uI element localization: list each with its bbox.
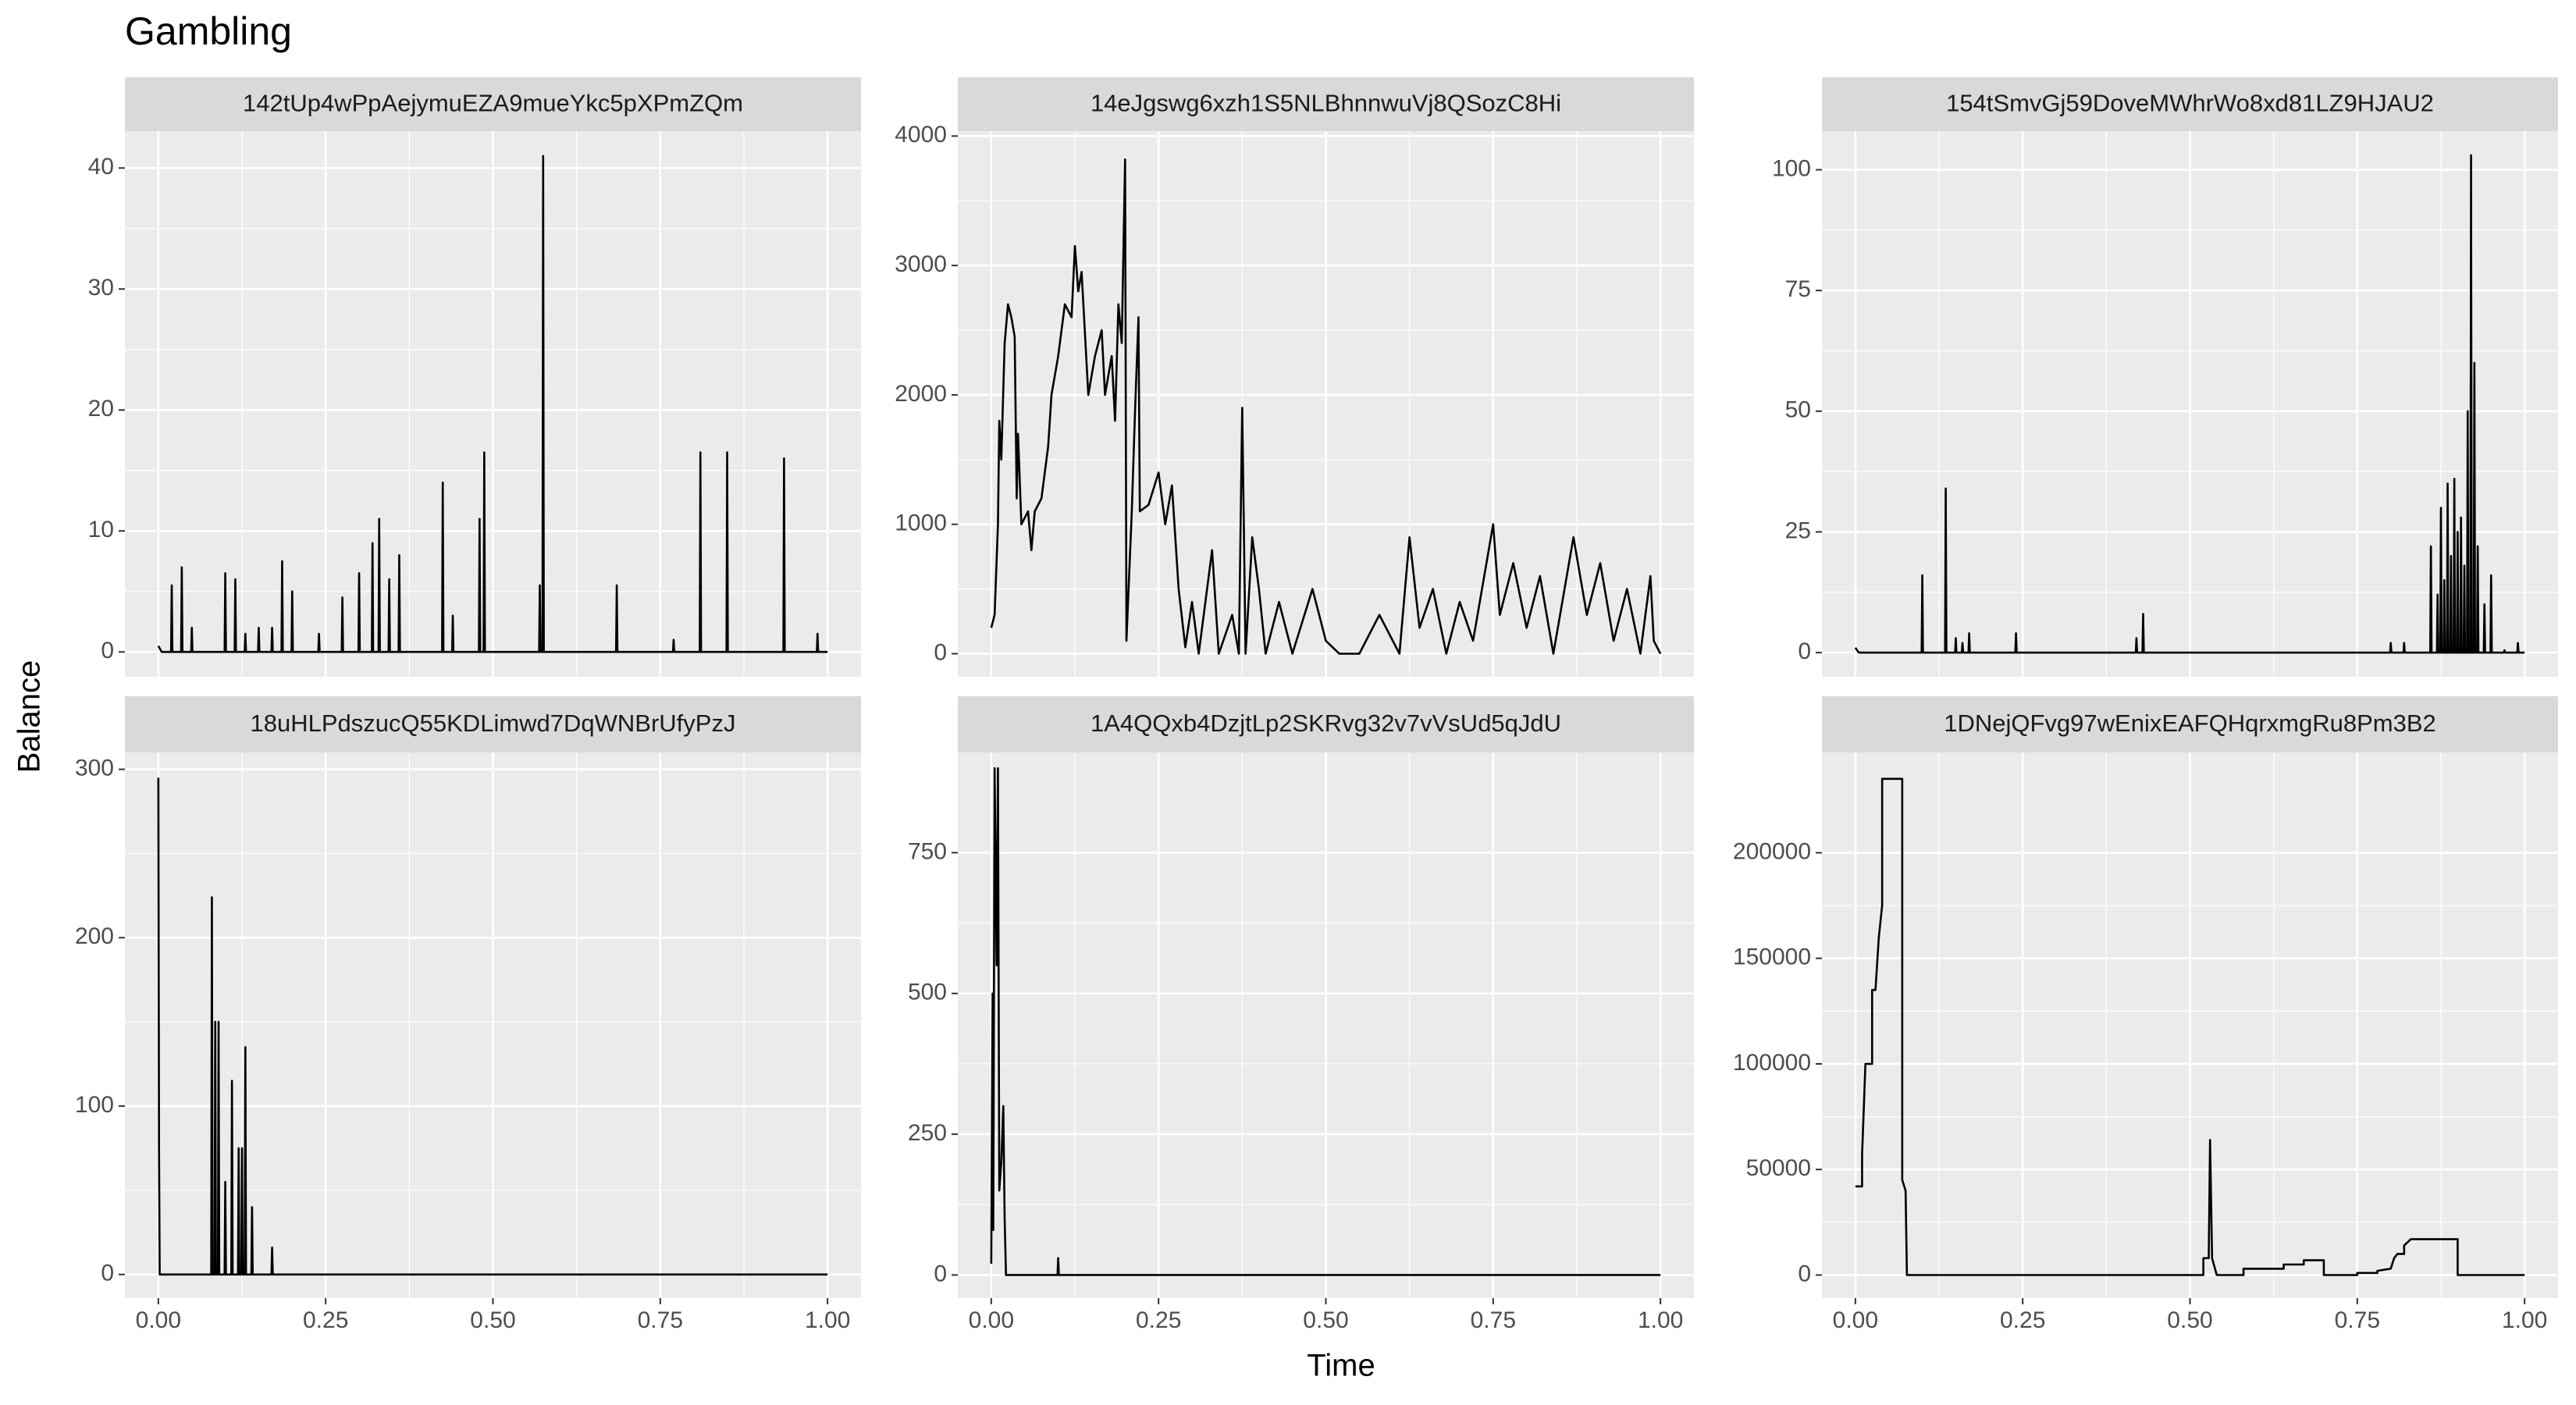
x-tick-label: 1.00: [1638, 1307, 1683, 1333]
y-tick-label: 0: [934, 639, 947, 665]
strip-background: [1822, 77, 2558, 131]
x-tick-label: 0.50: [2167, 1307, 2212, 1333]
y-tick-label: 25: [1785, 518, 1811, 543]
y-tick-label: 0: [101, 638, 114, 663]
x-tick-label: 0.75: [1471, 1307, 1516, 1333]
x-tick-label: 1.00: [2502, 1307, 2547, 1333]
y-tick-label: 40: [88, 154, 114, 180]
x-tick-label: 0.25: [303, 1307, 348, 1333]
y-tick-label: 150000: [1733, 944, 1811, 970]
x-tick-label: 0.25: [1136, 1307, 1181, 1333]
data-line: [990, 158, 1662, 655]
strip-label: 142tUp4wPpAejymuEZA9mueYkc5pXPmZQm: [243, 90, 743, 117]
strip-background: [1822, 696, 2558, 752]
facet-panel: 14eJgswg6xzh1S5NLBhnnwuVj8QSozC8Hi 0 1000 2…: [895, 77, 1694, 677]
y-tick-label: 0: [934, 1261, 947, 1286]
y-tick-label: 1000: [895, 510, 947, 536]
y-tick-label: 100: [1772, 155, 1811, 181]
facet-panel: 1DNejQFvg97wEnixEAFQHqrxmgRu8Pm3B2 0.00 0.…: [1733, 696, 2558, 1333]
y-tick-label: 100: [75, 1092, 114, 1118]
data-line: [990, 767, 1661, 1276]
chart-title: Gambling: [125, 9, 292, 53]
y-tick-label: 500: [908, 980, 947, 1005]
x-tick-label: 0.00: [136, 1307, 181, 1333]
y-tick-label: 0: [1798, 1261, 1811, 1286]
y-tick-label: 50: [1785, 397, 1811, 423]
y-tick-label: 2000: [895, 381, 947, 407]
x-tick-label: 0.00: [1833, 1307, 1878, 1333]
y-axis-title: Balance: [12, 660, 47, 774]
y-tick-label: 0: [101, 1261, 114, 1286]
strip-label: 14eJgswg6xzh1S5NLBhnnwuVj8QSozC8Hi: [1091, 90, 1561, 117]
facet-panel: 154tSmvGj59DoveMWhrWo8xd81LZ9HJAU2 0 25 50 7…: [1772, 77, 2558, 677]
data-line: [157, 777, 828, 1276]
y-tick-label: 4000: [895, 122, 947, 148]
y-tick-label: 30: [88, 275, 114, 301]
x-tick-label: 0.50: [470, 1307, 515, 1333]
data-line: [157, 155, 828, 653]
y-tick-label: 50000: [1746, 1155, 1811, 1181]
strip-background: [125, 77, 861, 131]
x-tick-label: 0.75: [638, 1307, 683, 1333]
y-tick-label: 100000: [1733, 1050, 1811, 1076]
y-tick-label: 75: [1785, 276, 1811, 302]
strip-label: 154tSmvGj59DoveMWhrWo8xd81LZ9HJAU2: [1946, 90, 2434, 117]
y-tick-label: 3000: [895, 251, 947, 277]
y-tick-label: 10: [88, 517, 114, 542]
y-tick-label: 0: [1798, 638, 1811, 664]
data-line: [1855, 777, 2525, 1276]
facet-panel: 142tUp4wPpAejymuEZA9mueYkc5pXPmZQm 0 10 20 3…: [88, 77, 861, 677]
data-line: [1854, 154, 2525, 654]
y-tick-label: 250: [908, 1120, 947, 1146]
strip-label: 18uHLPdszucQ55KDLimwd7DqWNBrUfyPzJ: [251, 710, 736, 737]
strip-background: [125, 696, 861, 752]
strip-background: [958, 77, 1694, 131]
strip-label: 1DNejQFvg97wEnixEAFQHqrxmgRu8Pm3B2: [1944, 710, 2436, 737]
x-tick-label: 0.50: [1303, 1307, 1348, 1333]
x-tick-label: 1.00: [805, 1307, 850, 1333]
x-tick-label: 0.25: [2000, 1307, 2045, 1333]
facet-panel: 18uHLPdszucQ55KDLimwd7DqWNBrUfyPzJ 0.00 0.…: [75, 696, 861, 1333]
y-tick-label: 750: [908, 838, 947, 864]
facet-panel: 1A4QQxb4DzjtLp2SKRvg32v7vVsUd5qJdU 0.00 0.…: [908, 696, 1694, 1333]
strip-label: 1A4QQxb4DzjtLp2SKRvg32v7vVsUd5qJdU: [1091, 710, 1561, 737]
x-tick-label: 0.75: [2335, 1307, 2380, 1333]
y-tick-label: 200: [75, 923, 114, 949]
y-tick-label: 200000: [1733, 838, 1811, 864]
y-tick-label: 20: [88, 396, 114, 422]
y-tick-label: 300: [75, 755, 114, 781]
x-tick-label: 0.00: [969, 1307, 1014, 1333]
strip-background: [958, 696, 1694, 752]
x-axis-title: Time: [1307, 1349, 1375, 1383]
